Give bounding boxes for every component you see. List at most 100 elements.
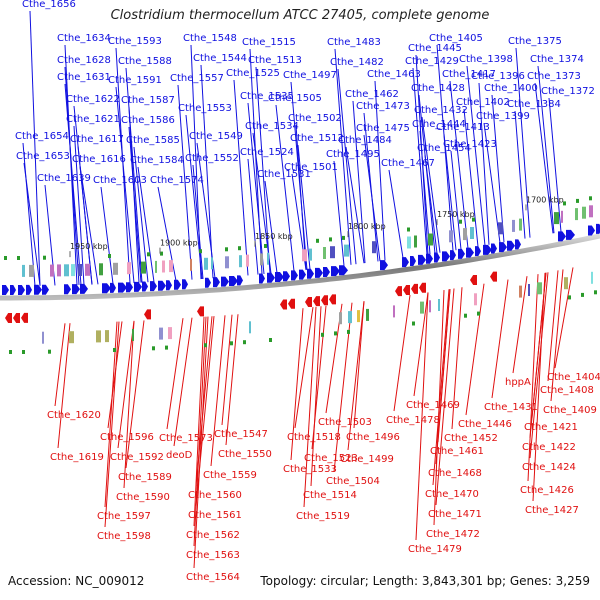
feature-box-upper <box>344 244 349 257</box>
reverse-gene-label: Cthe_1596 <box>100 432 154 443</box>
forward-leader-line <box>177 84 193 280</box>
reverse-gene-label: hppA <box>505 377 531 388</box>
reverse-gene-label: Cthe_1573 <box>159 433 213 444</box>
forward-gene-arrow <box>491 243 497 254</box>
forward-leader-line <box>157 186 177 281</box>
reverse-gene-arrow <box>490 271 497 282</box>
forward-gene-label: Cthe_1591 <box>108 75 162 86</box>
reverse-gene-label: Cthe_1590 <box>116 492 170 503</box>
reverse-leader-line <box>104 321 118 508</box>
feature-box-upper <box>78 264 82 276</box>
forward-leader-line <box>133 146 149 283</box>
feature-mark <box>477 311 480 316</box>
forward-gene-label: Cthe_1384 <box>507 99 561 110</box>
forward-gene-arrow <box>158 280 166 291</box>
ruler-tick-label: 1850 kbp <box>255 232 293 241</box>
reverse-leader-line <box>554 267 574 369</box>
feature-mark <box>576 198 579 203</box>
feature-box-lower <box>366 308 369 321</box>
forward-gene-arrow <box>64 284 71 295</box>
feature-box-upper <box>190 258 192 271</box>
feature-box-upper <box>512 219 515 232</box>
feature-box-upper <box>463 228 467 241</box>
reverse-gene-label: Cthe_1503 <box>318 417 372 428</box>
forward-leader-line <box>255 66 271 274</box>
forward-gene-label: Cthe_1515 <box>242 37 296 48</box>
feature-box-lower <box>438 299 440 311</box>
forward-gene-arrow <box>10 284 16 295</box>
feature-box-lower <box>564 277 568 290</box>
forward-gene-arrow <box>558 231 566 242</box>
feature-mark <box>113 348 116 352</box>
reverse-gene-arrow <box>21 312 28 323</box>
forward-leader-line <box>29 10 41 286</box>
forward-leader-line <box>449 80 469 249</box>
forward-gene-label: Cthe_1423 <box>443 139 497 150</box>
reverse-leader-line <box>125 320 145 469</box>
forward-gene-label: Cthe_1473 <box>356 101 410 112</box>
reverse-gene-label: Cthe_1452 <box>444 433 498 444</box>
forward-gene-arrow <box>118 282 127 293</box>
forward-gene-arrow <box>134 281 142 292</box>
reverse-gene-label: Cthe_1559 <box>203 470 257 481</box>
reverse-gene-label: Cthe_1446 <box>458 419 512 430</box>
reverse-gene-label: Cthe_1563 <box>186 550 240 561</box>
feature-box-upper <box>225 256 229 269</box>
forward-gene-arrow <box>213 277 220 288</box>
forward-gene-label: Cthe_1454 <box>417 143 471 154</box>
forward-gene-label: Cthe_1413 <box>436 122 490 133</box>
forward-gene-arrow <box>291 270 298 281</box>
reverse-gene-label: Cthe_1547 <box>214 429 268 440</box>
reverse-gene-label: Cthe_1592 <box>110 452 164 463</box>
feature-box-upper <box>554 212 559 225</box>
feature-box-lower <box>69 331 74 344</box>
forward-gene-label: Cthe_1552 <box>185 153 239 164</box>
feature-box-upper <box>85 263 90 276</box>
feature-mark <box>17 256 20 260</box>
reverse-gene-arrow <box>321 295 328 306</box>
forward-gene-label: Cthe_1654 <box>15 131 69 142</box>
feature-box-upper <box>589 205 593 218</box>
feature-box-upper <box>309 248 312 261</box>
forward-gene-label: Cthe_1525 <box>226 68 280 79</box>
forward-gene-label: Cthe_1535 <box>240 91 294 102</box>
forward-leader-line <box>388 169 404 259</box>
reverse-leader-line <box>433 290 445 526</box>
forward-gene-label: Cthe_1574 <box>150 175 204 186</box>
feature-mark <box>589 196 592 201</box>
reverse-gene-arrow <box>419 282 426 293</box>
reverse-leader-line <box>221 314 233 426</box>
forward-gene-arrow <box>418 254 426 265</box>
forward-leader-line <box>22 142 36 286</box>
forward-gene-label: Cthe_1628 <box>57 55 111 66</box>
feature-box-lower <box>393 305 395 318</box>
feature-mark <box>225 247 228 252</box>
reverse-gene-label: Cthe_1422 <box>522 442 576 453</box>
feature-box-upper <box>50 264 54 277</box>
feature-box-upper <box>71 264 75 277</box>
forward-leader-line <box>233 79 249 276</box>
gene-labels: Cthe_1656Cthe_1634Cthe_1628Cthe_1631Cthe… <box>15 0 600 583</box>
forward-gene-label: Cthe_1639 <box>37 173 91 184</box>
forward-gene-arrow <box>174 279 181 290</box>
forward-gene-label: Cthe_1432 <box>414 105 468 116</box>
forward-gene-label: Cthe_1553 <box>178 103 232 114</box>
forward-leader-line <box>515 47 531 238</box>
forward-gene-label: Cthe_1524 <box>240 147 294 158</box>
feature-mark <box>563 201 566 206</box>
forward-leader-line <box>297 144 311 270</box>
reverse-leader-line <box>193 316 205 527</box>
reverse-gene-arrow <box>5 312 12 323</box>
feature-box-upper <box>162 260 165 273</box>
forward-gene-label: Cthe_1429 <box>405 56 459 67</box>
reverse-leader-line <box>290 308 304 461</box>
reverse-leader-line <box>491 279 509 399</box>
kbp-ruler: 1950 kbp 1900 kbp 1850 kbp 1800 kbp 1750 kbp… <box>69 195 564 258</box>
forward-leader-line <box>128 126 142 283</box>
reverse-leader-line <box>117 320 135 449</box>
forward-gene-label: Cthe_1463 <box>367 69 421 80</box>
feature-box-lower <box>528 284 530 296</box>
forward-gene-arrow <box>2 284 9 295</box>
forward-gene-label: Cthe_1428 <box>411 83 465 94</box>
forward-gene-label: Cthe_1505 <box>268 93 322 104</box>
